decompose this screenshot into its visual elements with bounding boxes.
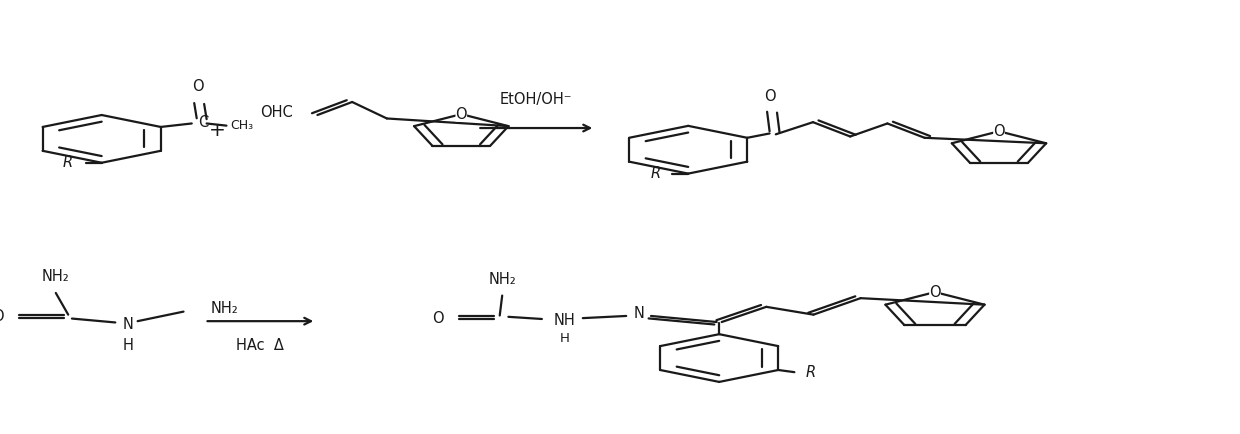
Text: R: R — [651, 166, 661, 181]
Text: O: O — [0, 309, 4, 324]
Text: H: H — [559, 332, 569, 345]
Text: EtOH/OH⁻: EtOH/OH⁻ — [500, 92, 573, 107]
Text: NH₂: NH₂ — [211, 301, 238, 316]
Text: O: O — [192, 79, 203, 95]
Text: H: H — [123, 338, 133, 353]
Text: NH: NH — [553, 313, 575, 328]
Text: O: O — [455, 107, 467, 122]
Text: C: C — [198, 115, 208, 130]
Text: O: O — [433, 311, 444, 326]
Text: R: R — [806, 365, 816, 380]
Text: N: N — [123, 317, 133, 332]
Text: O: O — [764, 89, 775, 104]
Text: R: R — [63, 155, 73, 170]
Text: CH₃: CH₃ — [231, 119, 253, 132]
Text: O: O — [993, 124, 1004, 139]
Text: HAc  Δ: HAc Δ — [237, 338, 284, 353]
Text: O: O — [929, 285, 941, 299]
Text: OHC: OHC — [260, 105, 293, 120]
Text: N: N — [634, 306, 644, 321]
Text: NH₂: NH₂ — [42, 269, 69, 284]
Text: NH₂: NH₂ — [489, 272, 516, 287]
Text: +: + — [208, 121, 226, 140]
